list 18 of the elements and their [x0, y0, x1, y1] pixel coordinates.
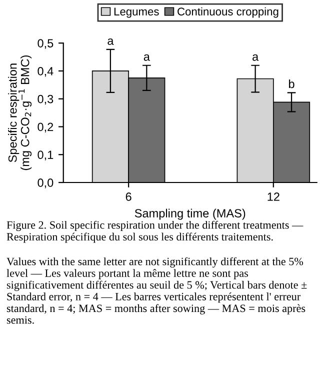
y-tick-label: 0,2 [38, 122, 54, 133]
text: Values with the same letter are not significantly different at the 5% level — Les valeurs portant la même lettre ne sont pas significativement différentes au seuil de 5 %; Vertical bars denote ± Standard error, n = 4 — Les barres verticales représentent l' erreur standard, n = 4; MAS = months after sowing — MAS = mois après semis. [6, 257, 307, 324]
annotation: a [144, 54, 150, 61]
legend-label: Continuous cropping [178, 7, 278, 18]
y-tick-label: 0,1 [38, 150, 54, 160]
caption: Figure 2. Soil specific respiration under the different treatments — Respiration spécifique du sol sous les différents traitements. [6, 220, 304, 243]
legend-label: Legumes [114, 8, 159, 18]
x-tick-label: 12 [268, 192, 280, 201]
y-tick-label: 0,5 [38, 39, 54, 49]
y-tick-label: 0,3 [38, 94, 54, 105]
x-tick-label: 6 [126, 192, 132, 201]
x-axis-title: Sampling time (MAS) [134, 208, 246, 220]
annotation: a [108, 38, 114, 45]
annotation: a [252, 54, 259, 61]
y-tick-label: 0,4 [38, 66, 54, 77]
annotation: b [289, 79, 294, 88]
y-tick-label: 0,0 [38, 178, 54, 188]
y-axis-title: Specific respiration (mg C-CO$_{2}$·g$^{−1}$ BMC) [8, 56, 32, 170]
